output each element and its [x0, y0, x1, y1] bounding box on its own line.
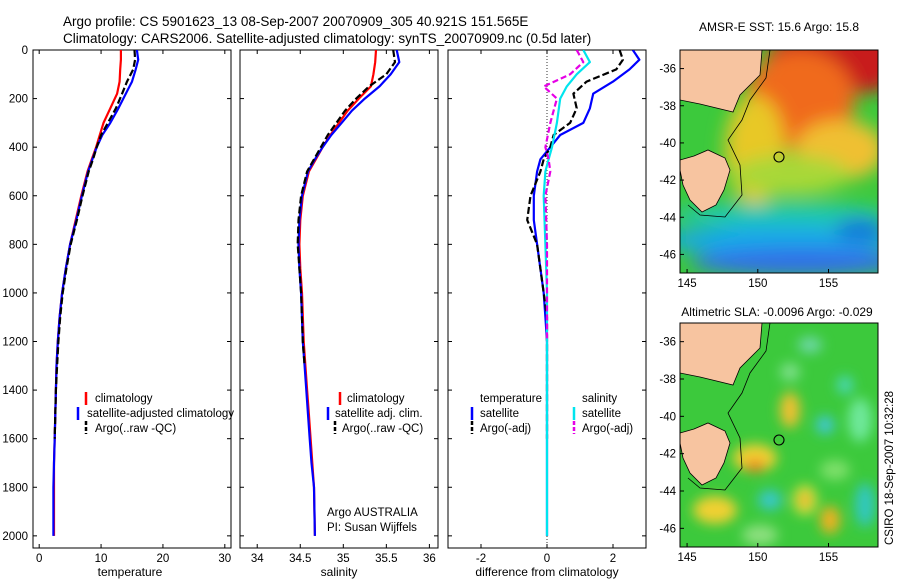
argo-float-marker — [773, 434, 785, 446]
salinity-legend: climatology satellite adj. clim. Argo(..… — [326, 392, 423, 435]
temperature-x-axis: 0 10 20 30 — [36, 50, 231, 565]
temperature-xlabel: temperature — [98, 565, 163, 579]
depth-axis: 0 200 400 600 800 1000 1200 1400 1600 1800 2000 — [2, 45, 646, 543]
argo-program-annotation: Argo AUSTRALIA — [327, 507, 418, 519]
series-line-argo-raw-qc — [53, 50, 137, 439]
x-tick-label: 35 — [337, 553, 350, 565]
sst-map-frame — [679, 49, 879, 274]
salinity-xlabel: salinity — [321, 565, 358, 579]
difference-panel: -2 0 2 difference from climatology tempera… — [447, 49, 647, 579]
difference-legend: temperature satellite Argo(-adj) salinit… — [470, 393, 633, 435]
x-tick-label: -2 — [476, 553, 486, 565]
legend-entry-temp-satellite: satellite — [480, 408, 519, 420]
sst-map: AMSR-E SST: 15.6 Argo: 15.8 145 150 155 -36… — [659, 20, 879, 290]
lon-tick-label: 145 — [677, 278, 696, 290]
salinity-plot-frame — [239, 49, 439, 549]
sst-map-title: AMSR-E SST: 15.6 Argo: 15.8 — [699, 20, 859, 34]
depth-tick-label: 0 — [22, 45, 28, 57]
lat-tick-label: -44 — [659, 212, 676, 224]
legend-entry-argo: Argo(..raw -QC) — [342, 423, 423, 435]
lat-tick-label: -46 — [659, 523, 676, 535]
series-line-salinity-argo-adj — [542, 50, 585, 342]
lat-tick-label: -40 — [659, 411, 676, 423]
series-line-satellite-adj-clim — [297, 50, 401, 536]
legend-entry-satellite: satellite-adjusted climatology — [87, 408, 234, 420]
legend-entry-sal-argo: Argo(-adj) — [582, 423, 633, 435]
salinity-x-axis: 34 34.5 35 35.5 36 — [251, 50, 436, 565]
depth-tick-label: 800 — [9, 239, 28, 251]
figure-title-line1: Argo profile: CS 5901623_13 08-Sep-2007 … — [63, 14, 528, 29]
sla-map-frame — [679, 322, 879, 548]
legend-entry-climatology: climatology — [95, 393, 153, 405]
temperature-legend: climatology satellite-adjusted climatolo… — [76, 392, 234, 435]
x-tick-label: 2 — [610, 553, 616, 565]
lon-tick-label: 150 — [748, 552, 767, 564]
legend-heading-temperature: temperature — [480, 393, 542, 405]
series-line-argo-raw-qc — [296, 50, 397, 366]
argo-float-marker — [773, 151, 785, 163]
legend-entry-temp-argo: Argo(-adj) — [480, 423, 531, 435]
x-tick-label: 35.5 — [375, 553, 397, 565]
lat-tick-label: -42 — [659, 449, 676, 461]
legend-entry-sal-satellite: satellite — [582, 408, 621, 420]
sla-map-axes: 145 150 155 -36 -38 -40 -42 -44 -46 — [659, 337, 838, 564]
depth-tick-label: 400 — [9, 142, 28, 154]
lat-tick-label: -42 — [659, 175, 676, 187]
generation-stamp: CSIRO 18-Sep-2007 10:32:28 — [884, 391, 896, 545]
legend-heading-salinity: salinity — [582, 393, 617, 405]
legend-entry-climatology: climatology — [347, 393, 405, 405]
figure-title-line2: Climatology: CARS2006. Satellite-adjuste… — [63, 31, 591, 46]
x-tick-label: 36 — [423, 553, 436, 565]
legend-entry-satellite: satellite adj. clim. — [335, 408, 423, 420]
x-tick-label: 0 — [36, 553, 42, 565]
depth-tick-label: 600 — [9, 191, 28, 203]
temperature-plot-frame — [32, 49, 232, 549]
lat-tick-label: -44 — [659, 486, 676, 498]
lon-tick-label: 155 — [819, 278, 838, 290]
lat-tick-label: -40 — [659, 138, 676, 150]
x-tick-label: 30 — [218, 553, 231, 565]
depth-tick-label: 1000 — [2, 288, 28, 300]
depth-tick-label: 1600 — [2, 434, 28, 446]
lon-tick-label: 145 — [677, 552, 696, 564]
sst-map-axes: 145 150 155 -36 -38 -40 -42 -44 -46 — [659, 64, 838, 290]
x-tick-label: 34 — [251, 553, 264, 565]
sla-map-title: Altimetric SLA: -0.0096 Argo: -0.029 — [681, 305, 873, 319]
depth-tick-label: 200 — [9, 94, 28, 106]
series-line-satellite-adjusted-climatology — [52, 50, 140, 536]
x-tick-label: 34.5 — [289, 553, 311, 565]
depth-tick-label: 2000 — [2, 531, 28, 543]
lat-tick-label: -36 — [659, 337, 676, 349]
salinity-panel: 34 34.5 35 35.5 36 salinity climatology sate… — [239, 49, 439, 579]
x-tick-label: 0 — [544, 553, 550, 565]
lat-tick-label: -36 — [659, 64, 676, 76]
depth-tick-label: 1400 — [2, 385, 28, 397]
sla-map: Altimetric SLA: -0.0096 Argo: -0.029 — [659, 305, 879, 564]
pi-annotation: PI: Susan Wijffels — [327, 522, 417, 534]
lat-tick-label: -46 — [659, 249, 676, 261]
lat-tick-label: -38 — [659, 374, 676, 386]
lon-tick-label: 155 — [819, 552, 838, 564]
lon-tick-label: 150 — [748, 278, 767, 290]
x-tick-label: 10 — [95, 553, 108, 565]
legend-entry-argo: Argo(..raw -QC) — [95, 423, 176, 435]
depth-tick-label: 1200 — [2, 337, 28, 349]
difference-xlabel: difference from climatology — [475, 565, 618, 579]
depth-tick-label: 1800 — [2, 482, 28, 494]
lat-tick-label: -38 — [659, 101, 676, 113]
x-tick-label: 20 — [157, 553, 170, 565]
series-line-temperature-argo-adj — [526, 50, 625, 439]
